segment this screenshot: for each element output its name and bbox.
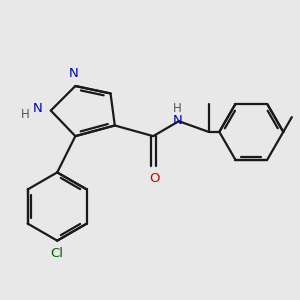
Text: O: O [149, 172, 160, 185]
Text: Cl: Cl [51, 247, 64, 260]
Text: N: N [68, 67, 78, 80]
Text: N: N [32, 102, 42, 115]
Text: H: H [173, 102, 182, 115]
Text: N: N [173, 114, 183, 127]
Text: H: H [21, 108, 29, 121]
